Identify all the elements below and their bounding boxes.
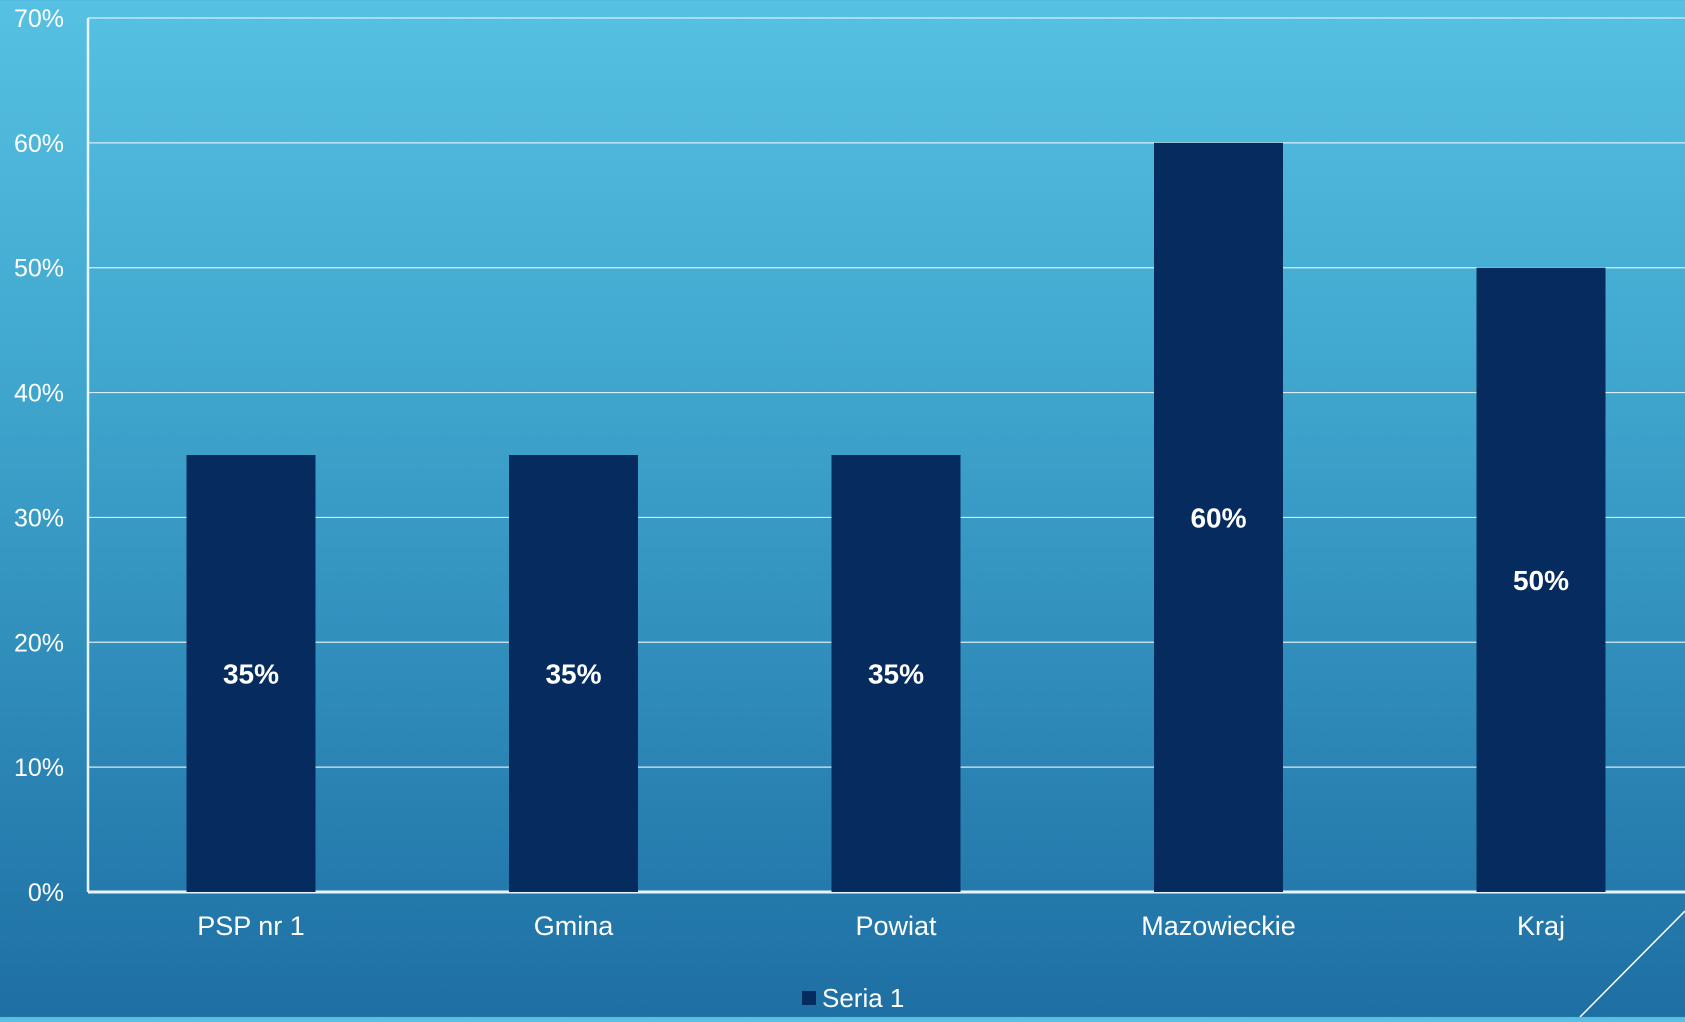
data-labels: 35% 35% 35% 60% 50% — [223, 502, 1569, 689]
y-tick-label: 60% — [14, 130, 64, 158]
x-tick-label: PSP nr 1 — [197, 911, 305, 941]
bar — [186, 455, 316, 892]
legend: Seria 1 — [802, 983, 904, 1013]
legend-swatch — [802, 991, 816, 1005]
bar-data-label: 35% — [545, 659, 601, 690]
bar — [1154, 142, 1283, 892]
bars — [186, 142, 1606, 892]
y-tick-label: 30% — [14, 504, 64, 532]
bar — [831, 455, 961, 892]
y-tick-label: 40% — [14, 380, 64, 408]
bar — [1476, 267, 1606, 892]
x-tick-label: Gmina — [534, 911, 615, 941]
bar-data-label: 60% — [1190, 502, 1246, 533]
y-tick-label: 20% — [14, 629, 64, 657]
x-tick-labels: PSP nr 1 Gmina Powiat Mazowieckie Kraj — [197, 911, 1565, 941]
legend-label: Seria 1 — [822, 983, 904, 1013]
y-tick-label: 10% — [14, 754, 64, 782]
y-tick-labels: 0% 10% 20% 30% 40% 50% 60% 70% — [14, 5, 64, 907]
bar-data-label: 35% — [868, 659, 924, 690]
y-tick-label: 50% — [14, 255, 64, 283]
bar-data-label: 50% — [1513, 565, 1569, 596]
y-tick-label: 0% — [28, 879, 64, 907]
x-tick-label: Mazowieckie — [1141, 911, 1296, 941]
x-tick-label: Powiat — [855, 911, 937, 941]
bar — [509, 455, 638, 892]
x-tick-label: Kraj — [1517, 911, 1565, 941]
bar-data-label: 35% — [223, 659, 279, 690]
y-tick-label: 70% — [14, 5, 64, 33]
decorative-diagonal-line — [1579, 910, 1685, 1018]
